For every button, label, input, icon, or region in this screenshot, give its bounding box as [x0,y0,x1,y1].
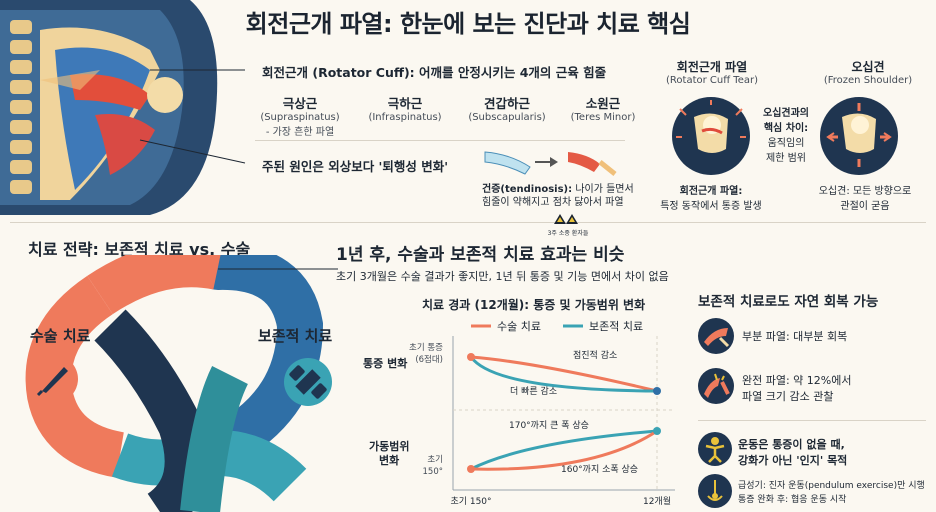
shoulder-anatomy-illustration [0,0,246,215]
rom-conservative-annotation: 170°까지 큰 폭 상승 [509,420,589,431]
rom-row-label-2: 변화 [379,453,399,467]
rom-start-point [467,465,475,473]
pain-series-1-line [469,356,658,393]
muscle-infraspinatus: 극하근 (Infraspinatus) [368,96,442,123]
partial-tear-text: 부분 파열: 대부분 회복 [742,330,848,343]
muscle-subscapularis: 견갑하근 (Subscapularis) [468,96,546,123]
humerus-head-icon [147,77,183,113]
acute-phase-text: 급성기: 진자 운동(pendulum exercise)만 시행 [738,481,925,491]
legend-conservative-label: 보존적 치료 [589,320,643,333]
pain-start-label-1: 초기 통증 [409,343,443,353]
pain-start-point [467,353,475,361]
full-tear-icon [698,368,734,404]
cause-text: 주된 원인은 외상보다 '퇴행성 변화' [262,159,449,174]
pain-start-label-2: (6점대) [415,354,443,365]
tendon-degeneration-icon [484,151,617,176]
x-label-start: 초기 150° [450,496,491,507]
exercise-text: 운동은 통증이 없을 때, 강화가 아닌 '인지' 목적 [738,438,848,467]
tear-title-block: 회전근개 파열 (Rotator Cuff Tear) [666,60,758,86]
tear-shoulder-icon [672,97,750,175]
pain-conservative-annotation: 더 빠른 감소 [510,385,557,397]
pendulum-icon [698,474,732,508]
rom-start-label-2: 150° [423,467,443,477]
rom-row-label-1: 가동범위 [369,439,409,453]
supraspinatus-icon [70,74,150,110]
tendinosis-line-1: 건증(tendinosis): 나이가 들면서 [482,184,634,195]
x-label-end: 12개월 [643,495,671,507]
frozen-title-block: 오십견 (Frozen Shoulder) [823,60,913,86]
result-headline: 1년 후, 수술과 보존적 치료 효과는 비슷 [336,245,625,265]
pain-surgery-annotation: 점진적 감소 [573,349,617,361]
tear-description: 회전근개 파열: 특정 동작에서 통증 발생 [660,186,762,212]
pain-series-0-line [470,355,658,393]
rom-surgery-annotation: 160°까지 소폭 상승 [561,464,638,475]
chart-title: 치료 경과 (12개월): 통증 및 가동범위 변화 [422,298,646,312]
anatomy-heading: 회전근개 (Rotator Cuff): 어깨를 안정시키는 4개의 근육 힘줄 [262,65,607,80]
key-difference-text: 오십견과의 핵심 차이: 움직임의 제한 범위 [763,108,809,164]
result-subtext: 초기 3개월은 수술 결과가 좋지만, 1년 뒤 통증 및 기능 면에서 차이 … [336,270,669,283]
rom-series-1-line [470,429,658,471]
after-phase-text: 통증 완화 후: 협응 운동 시작 [738,495,847,505]
surgery-label: 수술 치료 [30,327,91,345]
muscle-supraspinatus: 극상근 (Supraspinatus) - 가장 흔한 파열 [260,96,340,138]
frozen-description: 오십견: 모든 방향으로 관절이 굳음 [818,186,912,212]
recovery-heading: 보존적 치료로도 자연 회복 가능 [698,294,879,310]
rom-end-point [653,427,661,435]
badge-label: 3주 소중 환자들 [547,230,589,237]
exercise-person-icon [698,432,732,466]
rom-series-0-line [470,429,658,471]
dumbbell-icon [284,358,332,406]
pain-row-label: 통증 변화 [363,356,407,370]
full-tear-text: 완전 파열: 약 12%에서 파열 크기 감소 관찰 [742,374,852,403]
treatment-progress-chart: 수술 치료 보존적 치료 통증 변화 초기 통증 (6점대) 가동범위 변화 초… [363,320,675,507]
scalpel-icon [30,355,78,403]
chart-legend: 수술 치료 보존적 치료 [471,320,643,333]
conservative-label: 보존적 치료 [258,327,333,345]
spine-icon [10,20,32,194]
partial-tear-icon [698,318,734,354]
rom-start-label-1: 초기 [427,455,443,465]
page-title: 회전근개 파열: 한눈에 보는 진단과 치료 핵심 [245,10,691,38]
pain-end-point [653,387,661,395]
tendinosis-line-2: 힘줄이 약해지고 점차 닳아서 파열 [482,197,624,208]
legend-surgery-label: 수술 치료 [497,320,541,333]
frozen-shoulder-icon [820,97,898,175]
muscle-teres-minor: 소원근 (Teres Minor) [570,96,636,123]
badge-icon [554,214,578,224]
